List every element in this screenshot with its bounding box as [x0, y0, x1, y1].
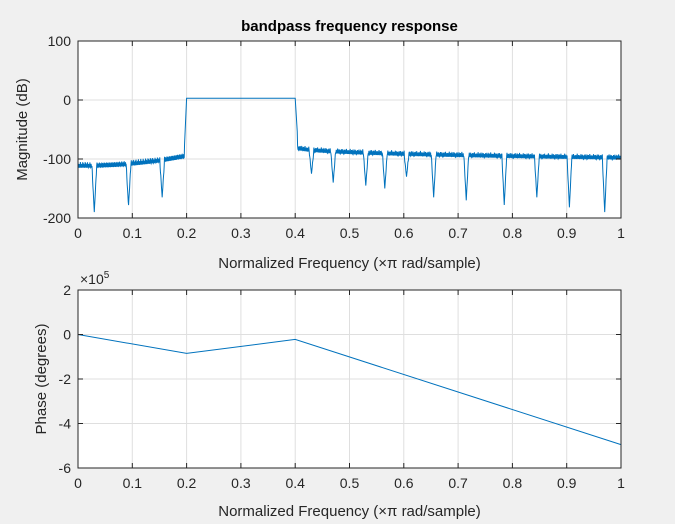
- x-tick-label: 0.9: [557, 475, 577, 491]
- phase-plot: 0 0.1 0.2 0.3 0.4 0.5 0.6 0.7 0.8 0.9 1 2 0 -2 -4 -6 ×1…: [33, 270, 625, 520]
- x-tick-label: 0: [74, 225, 82, 241]
- x-tick-label: 1: [617, 225, 625, 241]
- phase-ticks: 0 0.1 0.2 0.3 0.4 0.5 0.6 0.7 0.8 0.9 1 2 0 -2 -4 -6: [59, 282, 626, 491]
- x-tick-label: 1: [617, 475, 625, 491]
- magnitude-ylabel: Magnitude (dB): [14, 78, 31, 181]
- x-tick-label: 0.6: [394, 475, 414, 491]
- x-tick-label: 0.1: [123, 225, 143, 241]
- y-tick-label: -4: [59, 416, 72, 432]
- x-tick-label: 0.3: [231, 225, 251, 241]
- x-tick-label: 0.8: [503, 475, 523, 491]
- x-tick-label: 0.5: [340, 225, 360, 241]
- y-tick-label: -2: [59, 371, 72, 387]
- y-tick-label: 100: [48, 33, 72, 49]
- magnitude-plot: 0 0.1 0.2 0.3 0.4 0.5 0.6 0.7 0.8 0.9 1 100 0 -100 -20…: [14, 18, 625, 272]
- x-tick-label: 0: [74, 475, 82, 491]
- magnitude-series-line: [77, 97, 622, 213]
- x-tick-label: 0.4: [285, 225, 305, 241]
- phase-series-line: [77, 334, 622, 446]
- y-tick-label: 0: [63, 327, 71, 343]
- x-tick-label: 0.3: [231, 475, 251, 491]
- x-tick-label: 0.7: [448, 475, 468, 491]
- y-tick-label: 0: [63, 92, 71, 108]
- magnitude-xlabel: Normalized Frequency (×π rad/sample): [218, 255, 481, 272]
- x-tick-label: 0.2: [177, 475, 197, 491]
- x-tick-label: 0.2: [177, 225, 197, 241]
- y-tick-label: -200: [43, 210, 71, 226]
- phase-ylabel: Phase (degrees): [33, 324, 50, 435]
- phase-exponent-label: ×105: [80, 270, 110, 287]
- phase-xlabel: Normalized Frequency (×π rad/sample): [218, 503, 481, 520]
- magnitude-ticks: 0 0.1 0.2 0.3 0.4 0.5 0.6 0.7 0.8 0.9 1 100 0 -100 -20…: [43, 33, 625, 241]
- x-tick-label: 0.6: [394, 225, 414, 241]
- y-tick-label: -6: [59, 460, 72, 476]
- y-tick-label: 2: [63, 282, 71, 298]
- x-tick-label: 0.7: [448, 225, 468, 241]
- magnitude-title: bandpass frequency response: [241, 18, 458, 35]
- x-tick-label: 0.1: [123, 475, 143, 491]
- x-tick-label: 0.5: [340, 475, 360, 491]
- x-tick-label: 0.8: [503, 225, 523, 241]
- y-tick-label: -100: [43, 151, 71, 167]
- x-tick-label: 0.4: [285, 475, 305, 491]
- x-tick-label: 0.9: [557, 225, 577, 241]
